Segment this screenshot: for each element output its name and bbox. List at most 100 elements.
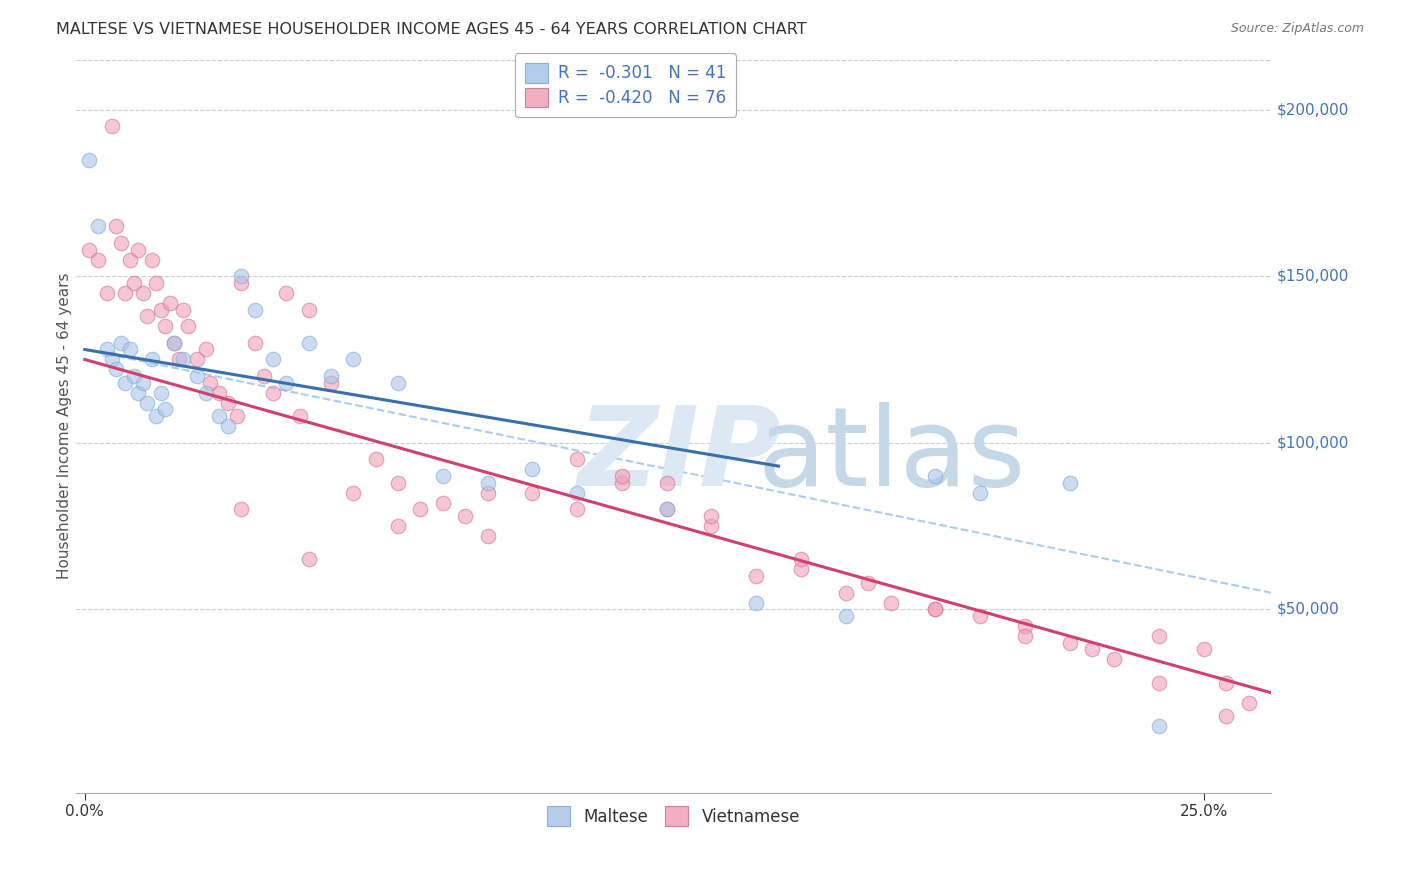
Point [1059, 636, 1081, 650]
Point [118, 343, 141, 357]
Point [163, 335, 186, 350]
Text: MALTESE VS VIETNAMESE HOUSEHOLDER INCOME AGES 45 - 64 YEARS CORRELATION CHART: MALTESE VS VIETNAMESE HOUSEHOLDER INCOME… [56, 22, 807, 37]
Point [700, 509, 723, 524]
Point [364, 452, 387, 467]
Point [226, 409, 249, 424]
Point [127, 243, 149, 257]
Point [77, 153, 100, 167]
Point [217, 396, 239, 410]
Point [276, 376, 298, 390]
Point [835, 609, 858, 624]
Point [387, 475, 409, 490]
Point [198, 376, 221, 390]
Point [122, 276, 145, 290]
Point [114, 376, 136, 390]
Point [522, 485, 544, 500]
Point [145, 409, 167, 424]
Point [149, 385, 172, 400]
Point [262, 385, 284, 400]
Point [100, 120, 122, 134]
Point [700, 519, 723, 533]
Text: ZIP: ZIP [578, 402, 782, 509]
Point [132, 285, 155, 300]
Point [1215, 675, 1237, 690]
Point [110, 335, 132, 350]
Point [1059, 475, 1081, 490]
Point [319, 369, 342, 384]
Point [155, 319, 177, 334]
Point [177, 319, 200, 334]
Point [122, 369, 145, 384]
Point [145, 276, 167, 290]
Point [1147, 719, 1170, 733]
Point [454, 509, 477, 524]
Point [297, 335, 319, 350]
Point [790, 552, 813, 566]
Point [288, 409, 311, 424]
Text: Source: ZipAtlas.com: Source: ZipAtlas.com [1230, 22, 1364, 36]
Point [208, 385, 231, 400]
Point [194, 385, 217, 400]
Point [610, 475, 633, 490]
Text: $100,000: $100,000 [1277, 435, 1350, 450]
Point [432, 496, 454, 510]
Point [565, 452, 588, 467]
Point [477, 475, 499, 490]
Point [159, 296, 181, 310]
Point [745, 596, 768, 610]
Point [262, 352, 284, 367]
Point [141, 352, 163, 367]
Point [136, 309, 159, 323]
Point [87, 252, 110, 267]
Point [163, 335, 186, 350]
Point [1147, 629, 1170, 643]
Point [477, 485, 499, 500]
Point [387, 519, 409, 533]
Point [155, 402, 177, 417]
Point [745, 569, 768, 583]
Point [217, 419, 239, 434]
Point [522, 462, 544, 476]
Point [243, 335, 266, 350]
Point [96, 285, 118, 300]
Point [100, 352, 122, 367]
Point [409, 502, 432, 516]
Point [127, 385, 149, 400]
Point [114, 285, 136, 300]
Text: $200,000: $200,000 [1277, 102, 1350, 117]
Legend: Maltese, Vietnamese: Maltese, Vietnamese [537, 797, 810, 836]
Point [136, 396, 159, 410]
Point [110, 235, 132, 250]
Point [167, 352, 190, 367]
Point [172, 352, 194, 367]
Point [879, 596, 901, 610]
Point [565, 485, 588, 500]
Point [924, 602, 946, 616]
Point [565, 502, 588, 516]
Point [105, 219, 128, 234]
Point [208, 409, 231, 424]
Text: $150,000: $150,000 [1277, 268, 1350, 284]
Point [132, 376, 155, 390]
Point [1237, 696, 1260, 710]
Point [342, 485, 364, 500]
Point [1192, 642, 1215, 657]
Text: atlas: atlas [756, 402, 1025, 509]
Point [96, 343, 118, 357]
Point [790, 562, 813, 576]
Point [231, 269, 253, 284]
Point [172, 302, 194, 317]
Y-axis label: Householder Income Ages 45 - 64 years: Householder Income Ages 45 - 64 years [58, 273, 72, 580]
Point [186, 352, 208, 367]
Point [969, 609, 991, 624]
Point [835, 585, 858, 599]
Point [342, 352, 364, 367]
Point [186, 369, 208, 384]
Point [655, 502, 678, 516]
Point [297, 302, 319, 317]
Point [477, 529, 499, 543]
Point [231, 276, 253, 290]
Text: $50,000: $50,000 [1277, 602, 1340, 617]
Point [253, 369, 276, 384]
Point [243, 302, 266, 317]
